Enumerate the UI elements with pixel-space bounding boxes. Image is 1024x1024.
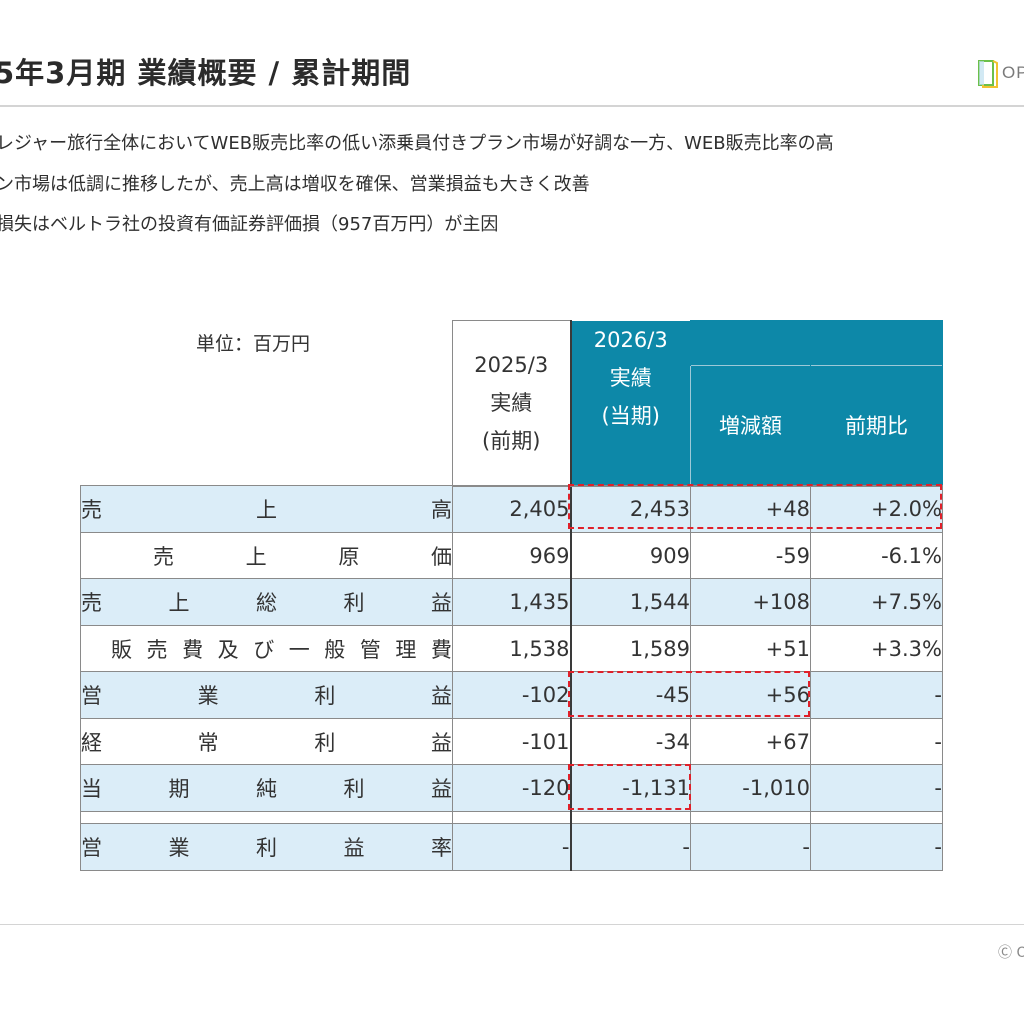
row-ordinary-profit: 経常利益 -101 -34 +67 -: [80, 718, 943, 765]
value-diff: +48: [690, 485, 811, 533]
header-divider: [0, 105, 1024, 107]
value-prev: -: [452, 823, 571, 871]
value-ratio: -6.1%: [810, 532, 943, 579]
page-title: 5年3月期 業績概要 / 累計期間: [0, 56, 412, 90]
header-cur-note: (当期): [601, 403, 660, 428]
value-ratio: -: [810, 718, 943, 765]
value-cur: -1,131: [569, 764, 691, 812]
header-cur-type: 実績: [609, 365, 652, 390]
row-label: 売上原価: [80, 532, 453, 579]
header-prev-note: (前期): [482, 428, 541, 453]
footer-divider: [0, 924, 1024, 925]
highlight-net-profit-box: [568, 764, 691, 810]
value-ratio: +2.0%: [810, 485, 943, 533]
row-sga: 販売費及び一般管理費 1,538 1,589 +51 +3.3%: [80, 625, 943, 672]
row-net-profit: 当期純利益 -120 -1,131 -1,010 -: [80, 764, 943, 812]
value-cur: -34: [569, 718, 691, 765]
value-prev: -120: [452, 764, 571, 812]
row-label: 営業利益率: [80, 823, 453, 871]
financial-summary-table: 2025/3 実績 (前期) 2026/3 実績 (当期) 増減額 前期比 売上…: [80, 320, 943, 871]
value-ratio: -: [810, 823, 943, 871]
row-label: 売上高: [80, 485, 453, 533]
row-label: 当期純利益: [80, 764, 453, 812]
row-label: 営業利益: [80, 671, 453, 719]
unit-header-cell: [81, 321, 453, 486]
row-operating-profit: 営業利益 -102 -45 +56 -: [80, 671, 943, 719]
logo-icon: [978, 60, 998, 88]
row-label: 経常利益: [80, 718, 453, 765]
row-label: 売上総利益: [80, 578, 453, 626]
value-diff: -: [690, 823, 811, 871]
row-sales: 売上高 2,405 2,453 +48 +2.0%: [80, 485, 943, 533]
value-prev: -102: [452, 671, 571, 719]
value-diff: +51: [690, 625, 811, 672]
copyright-text: Ⓒ O: [998, 945, 1024, 961]
row-gross-profit: 売上総利益 1,435 1,544 +108 +7.5%: [80, 578, 943, 626]
value-prev: 1,435: [452, 578, 571, 626]
value-diff: +108: [690, 578, 811, 626]
value-ratio: +3.3%: [810, 625, 943, 672]
header-prev-period: 2025/3: [474, 352, 549, 377]
unit-label: 単位：百万円: [196, 333, 311, 355]
value-prev: 2,405: [452, 485, 571, 533]
summary-line-2: ン市場は低調に推移したが、売上高は増収を確保、営業損益も大きく改善: [0, 174, 590, 195]
header-diff: 増減額: [690, 365, 811, 487]
row-cost-of-sales: 売上原価 969 909 -59 -6.1%: [80, 532, 943, 579]
spacer-row: [80, 811, 943, 824]
value-diff: -1,010: [690, 764, 811, 812]
row-label: 販売費及び一般管理費: [80, 625, 453, 672]
header-cur-period: 2026/3: [593, 327, 668, 352]
company-logo: OP: [976, 58, 1024, 88]
value-diff: -59: [690, 532, 811, 579]
value-cur: 909: [569, 532, 691, 579]
value-ratio: -: [810, 671, 943, 719]
value-ratio: +7.5%: [810, 578, 943, 626]
value-cur: 2,453: [569, 485, 691, 533]
summary-line-1: レジャー旅行全体においてWEB販売比率の低い添乗員付きプラン市場が好調な一方、W…: [0, 133, 834, 154]
value-cur: -: [569, 823, 691, 871]
value-prev: -101: [452, 718, 571, 765]
header-cur-group: [690, 320, 943, 366]
value-prev: 969: [452, 532, 571, 579]
logo-text: OP: [1002, 63, 1024, 82]
highlight-sales-box: [568, 484, 942, 529]
value-prev: 1,538: [452, 625, 571, 672]
summary-line-3: 損失はベルトラ社の投資有価証券評価損（957百万円）が主因: [0, 214, 499, 235]
header-ratio: 前期比: [810, 365, 943, 487]
header-cur: 2026/3 実績 (当期): [569, 320, 691, 487]
value-cur: 1,589: [569, 625, 691, 672]
header-prev: 2025/3 実績 (前期): [452, 320, 571, 487]
highlight-operating-profit-box: [568, 671, 810, 717]
value-diff: +67: [690, 718, 811, 765]
row-operating-margin: 営業利益率 - - - -: [80, 823, 943, 871]
value-cur: 1,544: [569, 578, 691, 626]
header-prev-type: 実績: [490, 390, 533, 415]
value-ratio: -: [810, 764, 943, 812]
